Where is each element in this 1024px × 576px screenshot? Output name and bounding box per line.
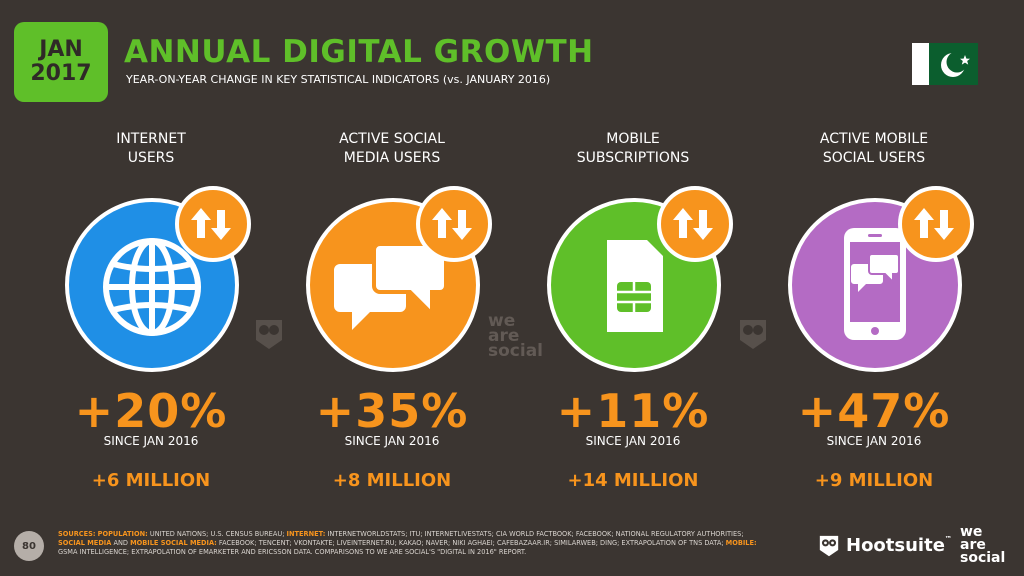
pakistan-flag-icon (912, 43, 978, 85)
sim-card-icon (607, 240, 663, 332)
sources-mobile-text: GSMA INTELLIGENCE; EXTRAPOLATION OF EMAR… (58, 548, 527, 556)
stat-label-line1: INTERNET (116, 131, 186, 147)
stat-label-line2: USERS (127, 150, 175, 166)
we-are-social-logo: we are social (960, 524, 1006, 566)
mobile-social-circle (788, 198, 962, 372)
hootsuite-owl-icon (256, 320, 282, 349)
mobile-chat-icon (844, 228, 906, 340)
stat-absolute-change: +6 MILLION (91, 470, 211, 491)
sources-social-label: SOCIAL MEDIA (58, 539, 112, 547)
stat-since: SINCE JAN 2016 (103, 434, 199, 448)
sources-mobile-label: MOBILE: (725, 539, 757, 547)
logo-line: are (960, 537, 986, 553)
sources-social-text: FACEBOOK; TENCENT; VKONTAKTE; LIVEINTERN… (216, 539, 726, 547)
stat-label-line2: SOCIAL USERS (822, 150, 926, 166)
stat-change-percent: +47% (797, 384, 951, 438)
stat-change-percent: +11% (556, 384, 710, 438)
date-month: JAN (39, 37, 83, 62)
sources-internet-text: INTERNETWORLDSTATS; ITU; INTERNETLIVESTA… (325, 530, 744, 538)
sources-internet-label: INTERNET: (286, 530, 326, 538)
stat-change-percent: +35% (315, 384, 469, 438)
trademark: ™ (944, 534, 952, 543)
sources-population-text: UNITED NATIONS; U.S. CENSUS BUREAU; (147, 530, 287, 538)
logo-line: social (960, 550, 1006, 566)
stat-label-line2: SUBSCRIPTIONS (576, 150, 690, 166)
we-are-social-watermark: we are social (488, 311, 544, 361)
up-down-arrows-icon (657, 186, 733, 262)
stat-label: ACTIVE MOBILE SOCIAL USERS (754, 130, 994, 168)
date-year: 2017 (30, 61, 92, 86)
stat-since: SINCE JAN 2016 (344, 434, 440, 448)
page-title: ANNUAL DIGITAL GROWTH (124, 34, 594, 70)
stat-since: SINCE JAN 2016 (826, 434, 922, 448)
logo-line: we (960, 524, 983, 540)
sources-text: SOURCES: POPULATION: UNITED NATIONS; U.S… (58, 530, 758, 557)
page-subtitle: YEAR-ON-YEAR CHANGE IN KEY STATISTICAL I… (126, 73, 551, 86)
up-down-arrows-icon (416, 186, 492, 262)
stat-absolute-change: +14 MILLION (567, 470, 699, 491)
up-down-arrows-icon (898, 186, 974, 262)
stat-label-line2: MEDIA USERS (343, 150, 441, 166)
watermark-line: are (488, 326, 520, 346)
sources-and-text: AND (111, 539, 131, 547)
stat-since: SINCE JAN 2016 (585, 434, 681, 448)
stat-change-percent: +20% (74, 384, 228, 438)
hootsuite-owl-icon (819, 535, 839, 557)
hootsuite-logo: Hootsuite™ (818, 533, 952, 557)
date-badge: JAN 2017 (14, 22, 108, 102)
stat-label: INTERNET USERS (31, 130, 271, 168)
watermark-line: social (488, 341, 544, 361)
page-number: 80 (14, 531, 44, 561)
sources-label: SOURCES: (58, 530, 96, 538)
stat-label-line1: ACTIVE SOCIAL (339, 131, 445, 147)
stat-label-line1: MOBILE (606, 131, 660, 147)
sources-mobile-social-label: MOBILE SOCIAL MEDIA: (130, 539, 217, 547)
up-down-arrows-icon (175, 186, 251, 262)
hootsuite-wordmark: Hootsuite (846, 534, 945, 556)
stat-absolute-change: +9 MILLION (814, 470, 934, 491)
stat-absolute-change: +8 MILLION (332, 470, 452, 491)
stat-label: MOBILE SUBSCRIPTIONS (513, 130, 753, 168)
stat-label-line1: ACTIVE MOBILE (819, 131, 929, 147)
globe-icon (103, 238, 201, 336)
stat-label: ACTIVE SOCIAL MEDIA USERS (272, 130, 512, 168)
sources-population-label: POPULATION: (97, 530, 148, 538)
hootsuite-owl-icon (740, 320, 766, 349)
watermark-line: we (488, 311, 516, 331)
